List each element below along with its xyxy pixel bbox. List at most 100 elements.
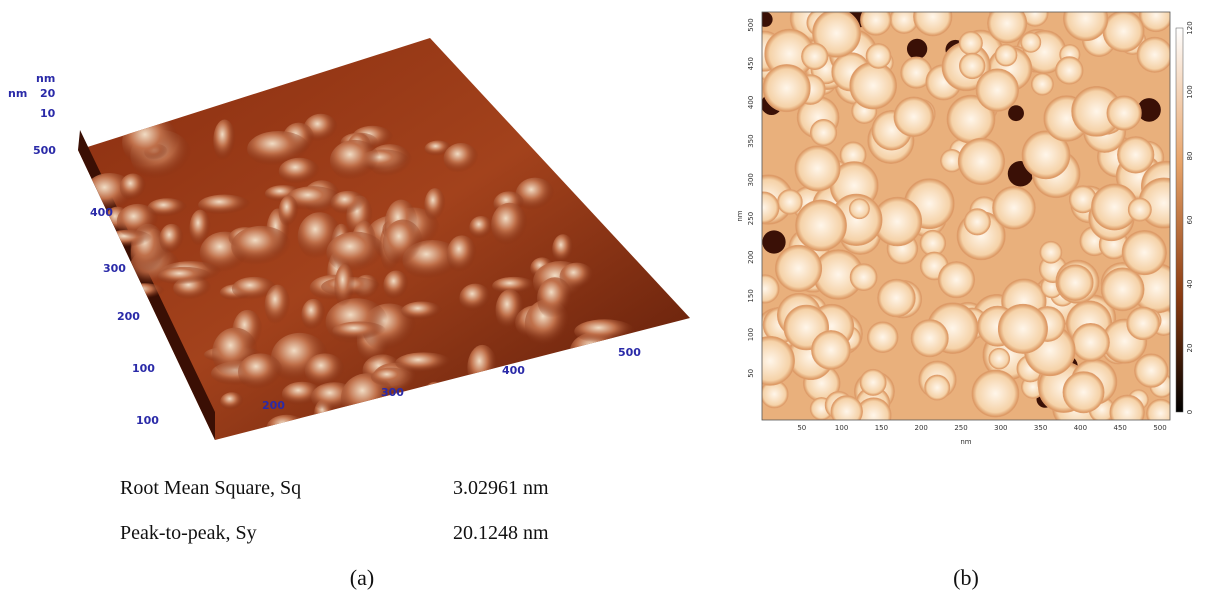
x-tick-label: 500	[618, 346, 641, 359]
surface-bump	[382, 219, 424, 267]
surface-bump	[220, 392, 244, 411]
grain	[830, 395, 863, 420]
surface-bump	[124, 283, 165, 300]
grain	[1020, 31, 1042, 53]
surface-bump	[329, 139, 380, 182]
y-tick-label: 200	[117, 310, 140, 323]
y-tick-label: 250	[747, 212, 755, 225]
pore	[762, 230, 786, 254]
grain	[1146, 398, 1170, 420]
surface-bump	[189, 209, 211, 248]
surface-bump	[572, 353, 610, 404]
colorbar-tick-label: 80	[1186, 152, 1194, 161]
grain	[957, 137, 1006, 186]
grain	[762, 191, 780, 224]
y-tick-label: 400	[90, 206, 113, 219]
grain	[913, 12, 953, 37]
colorbar-tick-label: 20	[1186, 344, 1194, 353]
surface-bump	[401, 301, 443, 321]
surface-bump	[159, 223, 184, 255]
grain	[1055, 56, 1084, 85]
surface-bump	[395, 352, 453, 374]
x-tick-label: 250	[954, 424, 967, 432]
stat-value: 3.02961 nm	[453, 477, 549, 499]
surface-bump	[231, 225, 292, 267]
surface-bump	[147, 198, 188, 218]
grain	[859, 368, 887, 396]
y-tick-label: 200	[747, 251, 755, 264]
grain	[1062, 371, 1105, 414]
surface-bump	[231, 276, 277, 301]
grain	[762, 336, 795, 386]
x-axis-label: nm	[960, 438, 971, 446]
grain	[1062, 12, 1109, 42]
grain	[774, 244, 823, 293]
grain	[893, 96, 934, 137]
x-tick-label: 300	[994, 424, 1007, 432]
grain	[849, 61, 898, 110]
grain	[777, 189, 803, 215]
grain	[860, 12, 892, 36]
x-tick-label: 300	[381, 386, 404, 399]
y-tick-label: 500	[33, 144, 56, 157]
grain	[910, 319, 949, 358]
surface-bump	[247, 130, 310, 167]
colorbar-tick-label: 60	[1186, 216, 1194, 225]
colorbar-tick-label: 0	[1186, 410, 1194, 414]
pore	[1008, 105, 1024, 122]
grain	[795, 199, 847, 252]
grain	[848, 198, 870, 220]
surface-bump	[116, 203, 159, 240]
y-tick-label: 100	[747, 328, 755, 341]
grain	[762, 274, 780, 304]
surface-bump	[515, 177, 555, 212]
surface-bump	[332, 321, 387, 341]
grain	[975, 68, 1020, 112]
grain	[1071, 323, 1110, 362]
grain	[988, 347, 1011, 370]
surface-bump	[536, 277, 573, 320]
grain	[1109, 394, 1145, 420]
surface-bump	[278, 195, 299, 228]
surface-bump	[425, 385, 474, 432]
surface-bump	[383, 270, 409, 301]
grain	[801, 42, 829, 70]
surface-bump	[237, 353, 284, 391]
grain	[1039, 240, 1063, 264]
y-tick-label: 50	[747, 369, 755, 378]
grain	[1136, 36, 1170, 73]
panel-label: (b)	[953, 565, 979, 590]
stat-name: Peak-to-peak, Sy	[120, 522, 257, 544]
pore	[762, 12, 773, 27]
x-tick-label: 450	[1114, 424, 1127, 432]
surface-bump	[213, 119, 236, 163]
grain	[1134, 353, 1169, 388]
stat-name: Root Mean Square, Sq	[120, 477, 301, 499]
grain	[1121, 229, 1167, 276]
grain	[963, 208, 991, 236]
surface-bump	[326, 231, 386, 274]
grain	[937, 261, 976, 299]
grain	[1106, 95, 1142, 131]
z-unit: nm	[36, 72, 55, 85]
colorbar-tick-label: 100	[1186, 85, 1194, 98]
grain	[1030, 72, 1054, 96]
grain	[1056, 264, 1094, 301]
surface-bump	[198, 194, 251, 216]
surface-bump	[467, 344, 498, 391]
grain	[987, 12, 1028, 44]
x-tick-label: 400	[1074, 424, 1087, 432]
xy-unit: nm	[8, 87, 27, 100]
surface-bump	[559, 262, 595, 291]
surface-bump	[278, 157, 320, 185]
grain	[1100, 267, 1145, 312]
y-axis-label: nm	[736, 210, 744, 221]
surface-bump	[469, 215, 494, 240]
x-tick-label: 100	[835, 424, 848, 432]
colorbar-tick-label: 40	[1186, 280, 1194, 289]
y-tick-label: 100	[132, 362, 155, 375]
surface-bump	[122, 116, 180, 169]
x-tick-label: 50	[797, 424, 806, 432]
pore	[1137, 98, 1161, 122]
